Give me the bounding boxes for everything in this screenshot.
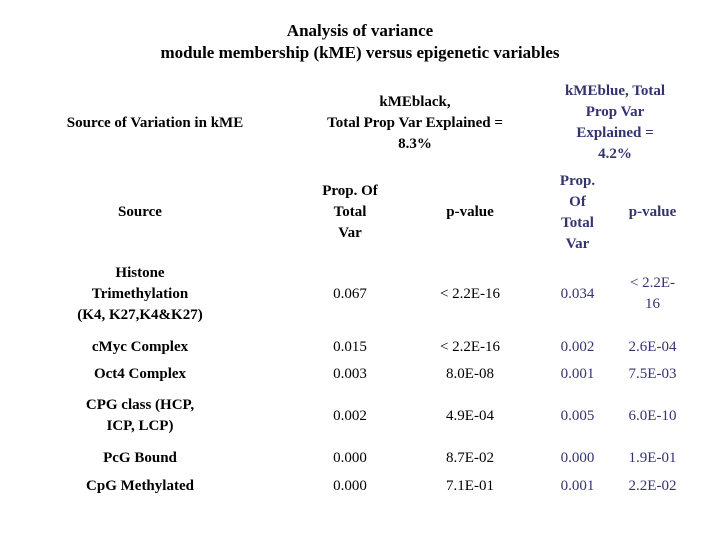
row-black-pvalue: 8.7E-02 bbox=[446, 449, 494, 466]
group-header-kme-black: kMEblack, Total Prop Var Explained = 8.3… bbox=[327, 93, 503, 152]
table-row: cMyc Complex 0.015 < 2.2E-16 0.002 2.6E-… bbox=[0, 333, 720, 361]
row-blue-pvalue: < 2.2E- 16 bbox=[629, 275, 676, 312]
table-row: PcG Bound 0.000 8.7E-02 0.000 1.9E-01 bbox=[0, 444, 720, 472]
row-source-label: Oct4 Complex bbox=[93, 366, 187, 382]
row-blue-prop-value: 0.001 bbox=[560, 477, 595, 494]
row-black-prop-value: 0.067 bbox=[333, 285, 367, 302]
table-group-header-row: Source of Variation in kME kMEblack, Tot… bbox=[0, 76, 720, 170]
row-black-pvalue: 7.1E-01 bbox=[446, 477, 494, 494]
row-black-prop-value: 0.015 bbox=[333, 338, 367, 355]
slide-title-line2: module membership (kME) versus epigeneti… bbox=[160, 43, 560, 62]
row-blue-prop-value: 0.000 bbox=[560, 449, 595, 466]
row-source-label: Histone Trimethylation (K4, K27,K4&K27) bbox=[77, 264, 203, 323]
table-row: Histone Trimethylation (K4, K27,K4&K27) … bbox=[0, 255, 720, 333]
row-source-label: cMyc Complex bbox=[91, 338, 189, 355]
row-black-pvalue: < 2.2E-16 bbox=[439, 338, 501, 355]
column-header-black-prop: Prop. Of Total Var bbox=[322, 183, 378, 241]
row-black-pvalue: 4.9E-04 bbox=[446, 407, 494, 424]
slide-title-line1: Analysis of variance bbox=[286, 21, 434, 40]
row-black-prop-value: 0.002 bbox=[333, 407, 367, 424]
column-header-blue-pvalue: p-value bbox=[628, 204, 677, 220]
row-blue-pvalue: 6.0E-10 bbox=[628, 407, 677, 424]
column-header-source: Source bbox=[118, 204, 162, 220]
row-black-prop-value: 0.000 bbox=[333, 449, 367, 466]
slide-title: Analysis of variance module membership (… bbox=[0, 0, 720, 64]
column-header-black-pvalue: p-value bbox=[446, 204, 494, 220]
row-blue-pvalue: 2.2E-02 bbox=[628, 477, 677, 494]
table-row: Oct4 Complex 0.003 8.0E-08 0.001 7.5E-03 bbox=[0, 361, 720, 388]
group-header-source: Source of Variation in kME bbox=[66, 114, 244, 131]
row-black-prop-value: 0.000 bbox=[333, 477, 367, 494]
row-blue-prop-value: 0.034 bbox=[560, 285, 595, 302]
row-black-prop-value: 0.003 bbox=[333, 366, 367, 382]
row-blue-prop-value: 0.005 bbox=[560, 407, 595, 424]
row-source-label: PcG Bound bbox=[103, 449, 177, 466]
column-header-blue-prop: Prop. Of Total Var bbox=[559, 172, 596, 252]
row-blue-prop-value: 0.001 bbox=[560, 366, 595, 382]
table-row: CPG class (HCP, ICP, LCP) 0.002 4.9E-04 … bbox=[0, 388, 720, 444]
row-black-pvalue: 8.0E-08 bbox=[446, 366, 494, 382]
row-blue-pvalue: 1.9E-01 bbox=[628, 449, 677, 466]
row-blue-pvalue: 7.5E-03 bbox=[628, 366, 677, 382]
table-column-header-row: Source Prop. Of Total Var p-value Prop. … bbox=[0, 170, 720, 255]
row-blue-pvalue: 2.6E-04 bbox=[628, 338, 677, 355]
row-source-label: CPG class (HCP, ICP, LCP) bbox=[85, 397, 195, 434]
row-source-label: CpG Methylated bbox=[86, 477, 194, 494]
anova-table: Source of Variation in kME kMEblack, Tot… bbox=[0, 76, 720, 500]
group-header-kme-blue: kMEblue, Total Prop Var Explained = 4.2% bbox=[564, 83, 666, 162]
table-body: Histone Trimethylation (K4, K27,K4&K27) … bbox=[0, 255, 720, 500]
row-black-pvalue: < 2.2E-16 bbox=[439, 285, 501, 302]
row-blue-prop-value: 0.002 bbox=[560, 338, 595, 355]
table-row: CpG Methylated 0.000 7.1E-01 0.001 2.2E-… bbox=[0, 472, 720, 500]
